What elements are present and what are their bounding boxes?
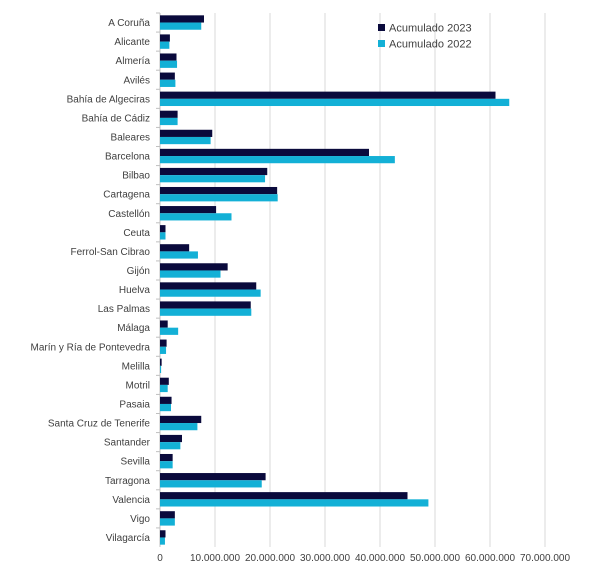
bar-2022	[160, 136, 211, 145]
bar-2022	[160, 289, 261, 297]
bar-2023	[160, 530, 166, 538]
category-label: Pasaia	[119, 399, 150, 410]
bar-2023	[160, 415, 202, 424]
bar-2023	[160, 473, 266, 481]
x-tick-label: 40.000.000	[355, 553, 405, 564]
bar-2023	[160, 511, 175, 519]
bar-2023	[160, 244, 190, 252]
category-label: Valencia	[112, 495, 150, 506]
category-label: Málaga	[117, 323, 150, 334]
category-label: Avilés	[124, 75, 151, 86]
category-label: Alicante	[114, 37, 150, 48]
category-label: Tarragona	[105, 476, 150, 487]
category-label: Bahía de Cádiz	[82, 113, 150, 124]
x-tick-label: 60.000.000	[465, 553, 515, 564]
bar-2022	[160, 270, 221, 278]
category-label: Vigo	[130, 514, 150, 525]
bar-2022	[160, 499, 429, 507]
bar-2023	[160, 377, 169, 385]
category-label: Marín y Ría de Pontevedra	[30, 342, 150, 353]
bar-2023	[160, 15, 204, 23]
bar-2022	[160, 60, 178, 68]
bar-2022	[160, 117, 178, 126]
legend-swatch	[378, 40, 385, 47]
category-label: Castellón	[108, 209, 150, 220]
category-label: Vilagarcía	[106, 533, 151, 544]
bar-2022	[160, 537, 165, 545]
x-tick-label: 20.000.000	[245, 553, 295, 564]
category-label: Cartagena	[103, 190, 150, 201]
category-label: Bilbao	[122, 171, 150, 182]
bar-2023	[160, 301, 251, 309]
bar-2022	[160, 41, 170, 49]
bar-2023	[160, 34, 170, 42]
bar-2022	[160, 403, 171, 412]
x-tick-label: 10.000.000	[190, 553, 240, 564]
legend-swatch	[378, 24, 385, 31]
category-label: Santander	[104, 438, 151, 449]
category-label: Almería	[116, 56, 151, 67]
category-label: Barcelona	[105, 152, 150, 163]
category-label: A Coruña	[108, 18, 150, 29]
bar-2022	[160, 518, 175, 526]
bar-2022	[160, 308, 252, 316]
bar-2023	[160, 492, 408, 500]
bar-2023	[160, 53, 177, 61]
category-label: Sevilla	[121, 457, 151, 468]
x-tick-label: 0	[157, 553, 163, 564]
legend-label: Acumulado 2022	[389, 39, 472, 51]
bar-2022	[160, 442, 181, 450]
bar-2023	[160, 358, 162, 366]
legend-label: Acumulado 2023	[389, 23, 472, 35]
bar-2022	[160, 365, 162, 374]
category-label: Bahía de Algeciras	[67, 94, 150, 105]
bar-2023	[160, 453, 173, 462]
category-label: Gijón	[127, 266, 150, 277]
bar-2023	[160, 206, 217, 214]
category-label: Melilla	[122, 361, 151, 372]
x-tick-label: 50.000.000	[410, 553, 460, 564]
x-tick-label: 70.000.000	[520, 553, 570, 564]
bar-2023	[160, 282, 257, 290]
bar-2023	[160, 129, 213, 137]
bar-2023	[160, 110, 178, 118]
bar-2022	[160, 423, 198, 431]
bar-2023	[160, 225, 166, 233]
bar-2022	[160, 461, 173, 469]
bar-2022	[160, 194, 278, 202]
category-label: Motril	[126, 380, 150, 391]
bar-2023	[160, 339, 167, 347]
bar-2022	[160, 251, 198, 259]
bar-2022	[160, 327, 179, 335]
bar-2023	[160, 167, 268, 176]
category-label: Santa Cruz de Tenerife	[48, 419, 151, 430]
bar-2023	[160, 434, 182, 443]
bar-2022	[160, 156, 395, 164]
bar-2022	[160, 98, 510, 107]
bar-2022	[160, 232, 166, 240]
category-label: Ceuta	[123, 228, 150, 239]
x-tick-label: 30.000.000	[300, 553, 350, 564]
bar-2022	[160, 22, 202, 30]
bar-2023	[160, 396, 172, 404]
bar-2022	[160, 384, 168, 393]
category-label: Baleares	[111, 132, 150, 143]
bar-2023	[160, 320, 168, 328]
bar-2023	[160, 263, 228, 271]
bar-2022	[160, 480, 262, 488]
category-label: Las Palmas	[98, 304, 150, 315]
bar-2023	[160, 72, 175, 80]
bar-2023	[160, 186, 278, 195]
category-label: Huelva	[119, 285, 151, 296]
bar-2022	[160, 79, 176, 87]
bar-2022	[160, 175, 266, 183]
category-label: Ferrol-San Cibrao	[71, 247, 151, 258]
bar-2023	[160, 91, 496, 99]
bar-2022	[160, 213, 232, 221]
bar-2022	[160, 346, 167, 354]
bar-2023	[160, 148, 369, 157]
